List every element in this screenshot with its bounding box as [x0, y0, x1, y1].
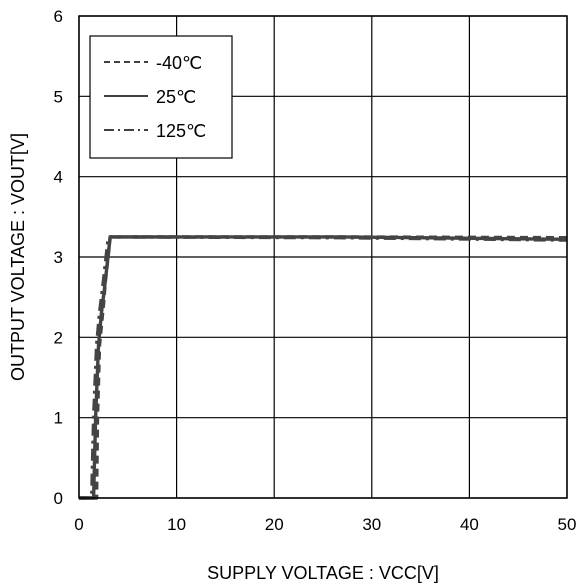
y-axis-tick-labels: 0 1 2 3 4 5 6 [54, 7, 63, 508]
x-tick-label: 30 [362, 515, 381, 534]
y-tick-label: 0 [54, 489, 63, 508]
x-tick-label: 0 [74, 515, 83, 534]
y-tick-label: 3 [54, 248, 63, 267]
legend-label: 125℃ [156, 121, 206, 141]
x-tick-label: 20 [265, 515, 284, 534]
legend-box [89, 35, 233, 159]
x-tick-label: 40 [460, 515, 479, 534]
grid-lines [78, 15, 568, 499]
y-tick-label: 1 [54, 409, 63, 428]
x-axis-tick-labels: 0 10 20 30 40 50 [74, 515, 576, 534]
x-tick-label: 50 [558, 515, 577, 534]
y-axis-label: OUTPUT VOLTAGE : VOUT[V] [8, 133, 28, 381]
y-tick-label: 6 [54, 7, 63, 26]
legend: -40℃ 25℃ 125℃ [89, 35, 233, 159]
series-line-2 [79, 235, 568, 500]
series-lines [79, 235, 568, 500]
legend-label: 25℃ [156, 87, 196, 107]
y-tick-label: 5 [54, 87, 63, 106]
x-axis-label: SUPPLY VOLTAGE : VCC[V] [207, 563, 439, 583]
plot-frame [78, 15, 568, 499]
legend-label: -40℃ [156, 53, 202, 73]
y-tick-label: 2 [54, 328, 63, 347]
y-tick-label: 4 [54, 168, 63, 187]
x-tick-label: 10 [167, 515, 186, 534]
